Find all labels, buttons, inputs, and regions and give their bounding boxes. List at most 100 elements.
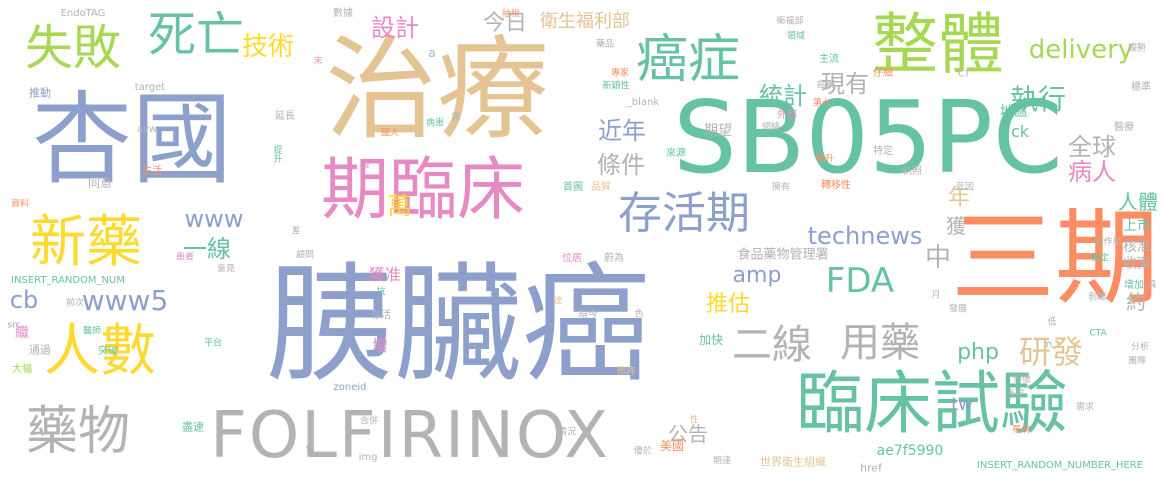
word-global: 全球 xyxy=(1068,133,1116,161)
word-second-line: 二線 xyxy=(732,322,812,368)
word-anti: 抗 xyxy=(376,287,386,298)
word-phase-three: 三期 xyxy=(950,197,1160,319)
word-careful: 仔細 xyxy=(873,68,893,79)
word-platform: 平台 xyxy=(203,338,223,349)
word-reach: 期達 xyxy=(712,456,732,467)
word-conditions: 條件 xyxy=(597,151,645,179)
word-insert-random-num: INSERT_RANDOM_NUM xyxy=(11,275,125,286)
word-approval: 核准 xyxy=(1123,239,1151,255)
word-amp: amp xyxy=(732,263,782,288)
word-increase-short: 增 xyxy=(371,336,389,355)
word-target: target xyxy=(134,82,166,93)
word-path: 途 xyxy=(553,296,563,307)
word-cb: cb xyxy=(9,286,39,314)
word-development: 發展 xyxy=(948,304,968,315)
word-situation: 情況 xyxy=(557,427,577,438)
word-end: 末 xyxy=(313,56,323,67)
word-accelerate: 加快 xyxy=(698,333,724,347)
word-superior: 優於 xyxy=(633,446,653,457)
word-www: www xyxy=(184,205,244,233)
word-execute: 執行 xyxy=(1009,83,1067,116)
word-design: 設計 xyxy=(371,14,419,42)
word-pass: 通過 xyxy=(29,343,51,357)
word-side-effect: 副作用 xyxy=(1094,237,1122,248)
word-external: 外部 xyxy=(777,110,797,121)
word-patient: 病人 xyxy=(1068,158,1116,186)
word-trend: 趨勢 xyxy=(1127,43,1147,54)
word-clinical-trial: 臨床試驗 xyxy=(795,365,1069,444)
word-combined: 合併 xyxy=(359,416,379,427)
word-announcement: 公告 xyxy=(668,422,708,446)
word-analysis: 分析 xyxy=(1130,342,1150,353)
word-patients: 患者 xyxy=(175,252,195,263)
word-delivery: delivery xyxy=(1028,35,1134,65)
word-approved: 獲准 xyxy=(368,265,402,284)
word-rank: 位居 xyxy=(562,253,582,264)
word-technews: technews xyxy=(807,222,923,250)
word-doctor: 醫師 xyxy=(82,326,102,337)
word-ct: CT xyxy=(958,69,970,80)
word-enroll: 收案 xyxy=(1123,256,1151,272)
word-launch: 上市 xyxy=(1123,218,1151,234)
word-sinphar: 杏國 xyxy=(32,81,232,198)
word-treatment: 治療 xyxy=(325,25,549,155)
word-opinion: 意見 xyxy=(216,264,236,275)
word-www5: www5 xyxy=(81,284,169,317)
word-src: src xyxy=(7,320,21,331)
word-mainstream: 主流 xyxy=(819,54,839,65)
word-cause-of-death: 死因 xyxy=(955,182,975,193)
word-month: 月 xyxy=(931,290,941,301)
word-href: href xyxy=(860,461,882,475)
word-sb05pc: SB05PC xyxy=(673,79,1063,196)
word-new-drug: 新藥 xyxy=(30,210,142,275)
word-drug: 藥物 xyxy=(25,402,131,462)
word-agree: 同意 xyxy=(87,176,113,190)
word-difference: 差 xyxy=(291,226,301,237)
word-extend: 延長 xyxy=(275,111,295,122)
word-consultant: 顧問 xyxy=(295,250,315,261)
word-zoneid: zoneid xyxy=(333,382,367,393)
word-endotag: EndoTAG xyxy=(60,8,106,19)
word-info: 資料 xyxy=(10,199,30,210)
word-standard: 標準 xyxy=(1131,82,1151,93)
word-ae7f5990: ae7f5990 xyxy=(876,443,944,459)
word-rise: 攀升 xyxy=(815,154,835,165)
word-specific: 特定 xyxy=(873,146,893,157)
word-death: 死亡 xyxy=(147,7,245,63)
word-license: 執照 xyxy=(902,166,922,177)
word-nature: 性 xyxy=(689,415,699,426)
word-previous: 前次 xyxy=(65,298,85,309)
word-promote: 推動 xyxy=(29,86,51,100)
word-breakthrough: 突破 xyxy=(98,346,118,357)
word-network: 網絡 xyxy=(761,122,781,133)
word-become: 蔚為 xyxy=(604,253,624,264)
word-data: 數據 xyxy=(333,8,353,19)
word-ten-thousand: 萬 xyxy=(383,193,411,217)
word-blank: _blank xyxy=(626,97,660,108)
word-expert: 專家 xyxy=(610,68,630,79)
word-position: 位 xyxy=(305,444,315,455)
word-estimate: 推估 xyxy=(705,292,751,317)
word-technology: 技術 xyxy=(241,32,295,62)
word-year: 年 xyxy=(944,185,969,207)
word-overall: 整體 xyxy=(872,6,1004,83)
word-consult: 徵詢 xyxy=(616,366,636,377)
word-pharmaceutical: 藥品 xyxy=(595,39,615,50)
word-existing: 現有 xyxy=(821,70,869,98)
word-source: 來源 xyxy=(666,148,686,159)
word-low: 低 xyxy=(1047,317,1057,328)
word-raise: 提升 xyxy=(271,145,282,163)
word-performance: 表現 xyxy=(1005,389,1025,400)
word-demand: 需求 xyxy=(1075,402,1095,413)
word-ck: ck xyxy=(1010,122,1030,141)
word-today: 今日 xyxy=(482,11,528,36)
word-failure: 失敗 xyxy=(24,20,122,76)
word-first-image: 首圖 xyxy=(563,182,583,193)
word-research: 研發 xyxy=(1018,333,1084,371)
word-survival-period: 存活期 xyxy=(618,188,750,239)
word-metastatic: 轉移性 xyxy=(821,180,851,191)
word-morbidity: 罹病 xyxy=(1011,425,1031,436)
word-need: 需 xyxy=(451,112,461,123)
word-a: a xyxy=(428,46,436,60)
